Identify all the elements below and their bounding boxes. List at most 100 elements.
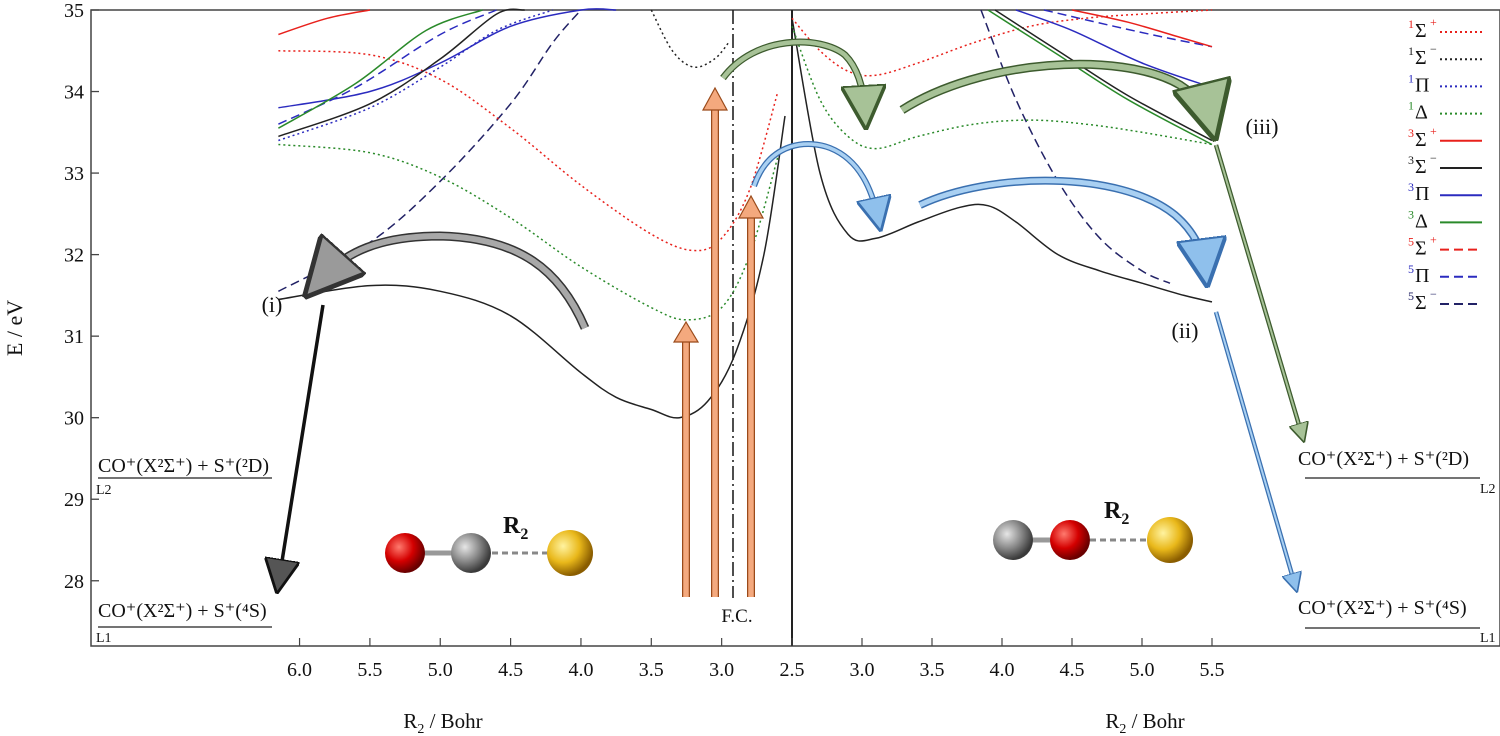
x-tick-label-left: 4.0 bbox=[568, 659, 593, 681]
legend-superscript: − bbox=[1430, 287, 1437, 301]
r2-label: R2 bbox=[503, 513, 528, 543]
y-tick-label: 34 bbox=[64, 82, 84, 104]
r2-label: R2 bbox=[1104, 498, 1129, 528]
asymptote-right-L2: CO⁺(X²Σ⁺) + S⁺(²D) L2 bbox=[1298, 448, 1496, 497]
curve-right-15 bbox=[1015, 9, 1213, 89]
legend-multiplicity: 3 bbox=[1408, 207, 1414, 221]
curve-right-12 bbox=[980, 9, 1171, 284]
legend-multiplicity: 1 bbox=[1408, 17, 1414, 31]
x-tick-label-left: 4.5 bbox=[498, 659, 523, 681]
blue-curved-arrow-2 bbox=[918, 178, 1205, 268]
curve-left-3 bbox=[278, 50, 779, 252]
legend-multiplicity: 3 bbox=[1408, 126, 1414, 140]
legend-item-5: 3 Σ − bbox=[1408, 151, 1482, 178]
x-tick-label-right: 5.0 bbox=[1130, 659, 1155, 681]
green-curved-arrow-2 bbox=[900, 61, 1210, 118]
curve-left-8 bbox=[278, 9, 483, 129]
y-tick-label: 28 bbox=[64, 571, 84, 593]
legend-superscript: + bbox=[1430, 233, 1437, 247]
curve-left-10 bbox=[278, 9, 554, 142]
curve-right-16 bbox=[994, 9, 1213, 142]
curve-right-13 bbox=[791, 26, 1213, 150]
legend-symbol: Σ bbox=[1415, 20, 1427, 42]
curve-left-5 bbox=[278, 8, 617, 109]
blue-curved-arrow-1 bbox=[752, 142, 878, 218]
asymptote-sub: L1 bbox=[96, 631, 112, 646]
gray-curved-arrow bbox=[320, 232, 588, 330]
y-tick-label: 35 bbox=[64, 0, 84, 22]
y-axis: 28 29 30 31 32 33 34 35 bbox=[64, 0, 99, 593]
pathway-label-iii: (iii) bbox=[1246, 114, 1279, 139]
asymptote-right-L1: CO⁺(X²Σ⁺) + S⁺(⁴S) L1 bbox=[1298, 597, 1496, 646]
curve-left-4 bbox=[650, 9, 730, 69]
curve-right-19 bbox=[1071, 9, 1213, 48]
x-tick-label-left: 5.5 bbox=[357, 659, 382, 681]
plot-frame bbox=[90, 9, 1500, 647]
oxygen-atom bbox=[385, 533, 425, 573]
legend-symbol: Σ bbox=[1415, 47, 1427, 69]
molecule-left-ocs: R2 bbox=[385, 513, 593, 576]
asymptote-text: CO⁺(X²Σ⁺) + S⁺(⁴S) bbox=[98, 600, 267, 622]
legend-superscript: − bbox=[1430, 151, 1437, 165]
asymptote-sub: L1 bbox=[1480, 631, 1496, 646]
legend-symbol: Σ bbox=[1415, 238, 1427, 260]
legend-item-1: 1 Σ − bbox=[1408, 42, 1482, 69]
legend-item-4: 3 Σ + bbox=[1408, 124, 1482, 151]
r2-sub: 2 bbox=[520, 526, 528, 543]
sulfur-atom bbox=[547, 530, 593, 576]
green-decay-arrow bbox=[1215, 144, 1302, 435]
legend-symbol: Π bbox=[1415, 74, 1429, 96]
legend-superscript: + bbox=[1430, 15, 1437, 29]
legend-symbol: Δ bbox=[1415, 210, 1428, 232]
legend-symbol: Π bbox=[1415, 265, 1429, 287]
asymptote-text: CO⁺(X²Σ⁺) + S⁺(²D) bbox=[1298, 448, 1469, 470]
oxygen-atom bbox=[1050, 520, 1090, 560]
x-tick-label-right: 4.5 bbox=[1060, 659, 1085, 681]
excitation-arrows bbox=[672, 86, 765, 597]
asymptote-sub: L2 bbox=[96, 483, 112, 498]
green-curved-arrow-1 bbox=[721, 39, 865, 112]
legend-symbol: Σ bbox=[1415, 292, 1427, 314]
asymptote-text: CO⁺(X²Σ⁺) + S⁺(⁴S) bbox=[1298, 597, 1467, 619]
legend-symbol: Δ bbox=[1415, 102, 1428, 124]
pathway-label-ii: (ii) bbox=[1172, 318, 1199, 343]
asymptote-text: CO⁺(X²Σ⁺) + S⁺(²D) bbox=[98, 455, 269, 477]
x-tick-label-left: 6.0 bbox=[287, 659, 312, 681]
black-decay-arrow bbox=[279, 304, 325, 580]
legend-multiplicity: 5 bbox=[1408, 262, 1414, 276]
carbon-atom bbox=[993, 520, 1033, 560]
molecule-right-cos: R2 bbox=[993, 498, 1193, 563]
legend-multiplicity: 3 bbox=[1408, 180, 1414, 194]
x-axis: 6.0 5.5 5.0 4.5 4.0 3.5 3.0 2.5 3.0 3.5 4.0 4.5 5.0 5… bbox=[287, 638, 1225, 681]
x-tick-label-left: 3.0 bbox=[709, 659, 734, 681]
curve-left-1 bbox=[278, 9, 582, 292]
legend-multiplicity: 1 bbox=[1408, 99, 1414, 113]
curve-left-7 bbox=[278, 9, 497, 125]
x-tick-label-right: 4.0 bbox=[990, 659, 1015, 681]
legend-multiplicity: 1 bbox=[1408, 71, 1414, 85]
legend-multiplicity: 5 bbox=[1408, 235, 1414, 249]
x-tick-label-left: 3.5 bbox=[639, 659, 664, 681]
curve-left-0 bbox=[278, 115, 786, 419]
curve-left-9 bbox=[278, 9, 371, 36]
y-tick-label: 31 bbox=[64, 326, 84, 348]
x-axis-label-right: R2 / Bohr bbox=[1105, 709, 1184, 736]
legend-superscript: + bbox=[1430, 124, 1437, 138]
pathway-arrows bbox=[279, 38, 1302, 585]
excitation-arrow-2 bbox=[701, 86, 729, 597]
legend-multiplicity: 3 bbox=[1408, 153, 1414, 167]
x-tick-label-left: 2.5 bbox=[780, 659, 805, 681]
y-tick-label: 32 bbox=[64, 245, 84, 267]
sulfur-atom bbox=[1147, 517, 1193, 563]
legend: 1 Σ +1 Σ −1 Π1 Δ3 Σ +3 Σ −3 Π3 Δ5 Σ +5 Π5 Σ − bbox=[1408, 15, 1482, 314]
pathway-label-i: (i) bbox=[262, 292, 283, 317]
asymptote-left-L1: CO⁺(X²Σ⁺) + S⁺(⁴S) L1 bbox=[96, 600, 272, 646]
x-tick-label-right: 3.5 bbox=[920, 659, 945, 681]
x-tick-label-right: 3.0 bbox=[850, 659, 875, 681]
legend-item-8: 5 Σ + bbox=[1408, 233, 1482, 260]
y-tick-label: 30 bbox=[64, 408, 84, 430]
